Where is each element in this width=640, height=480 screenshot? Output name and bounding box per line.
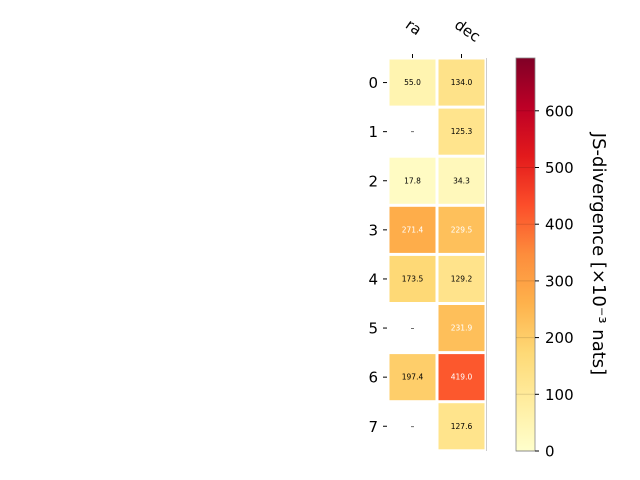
colorbar-ticks: 0 100 200 300 400 500 600 xyxy=(516,102,574,461)
row-labels: 0 1 2 3 4 5 6 7 xyxy=(368,74,387,436)
heatmap-cell xyxy=(438,206,485,253)
cell-value-label: 229.5 xyxy=(451,225,473,234)
heatmap-cell xyxy=(438,255,485,302)
row-label: 0 xyxy=(368,74,378,92)
colorbar xyxy=(515,57,536,452)
cell-value-label: 34.3 xyxy=(453,176,470,185)
cell-value-label: 197.4 xyxy=(402,373,424,382)
cell-value-label: – xyxy=(411,324,415,333)
cell-value-label: – xyxy=(411,422,415,431)
cell-value-label: 231.9 xyxy=(451,324,473,333)
colorbar-tick-label: 400 xyxy=(545,216,574,234)
column-label: dec xyxy=(451,16,483,46)
heatmap-cell xyxy=(389,354,436,401)
colorbar-tick-label: 100 xyxy=(545,386,574,404)
cell-value-label: 127.6 xyxy=(451,422,473,431)
row-label: 4 xyxy=(368,270,378,288)
heatmap-cell xyxy=(389,206,436,253)
colorbar-tick-label: 0 xyxy=(545,443,555,461)
colorbar-tick-label: 600 xyxy=(545,102,574,120)
heatmap-cell xyxy=(389,157,436,204)
heatmap-cell xyxy=(438,305,485,352)
row-label: 6 xyxy=(368,369,378,387)
cell-value-label: 271.4 xyxy=(402,225,424,234)
cell-value-label: – xyxy=(411,127,415,136)
row-label: 1 xyxy=(368,123,378,141)
heatmap-cell xyxy=(438,59,485,106)
colorbar-tick-label: 500 xyxy=(545,159,574,177)
cell-value-label: 129.2 xyxy=(451,274,473,283)
row-label: 3 xyxy=(368,221,378,239)
cell-value-label: 125.3 xyxy=(451,127,473,136)
heatmap-cell xyxy=(438,403,485,450)
colorbar-tick-label: 200 xyxy=(545,329,574,347)
colorbar-tick-label: 300 xyxy=(545,272,574,290)
column-label: ra xyxy=(402,16,425,40)
heatmap-cell xyxy=(389,59,436,106)
row-label: 7 xyxy=(368,418,378,436)
cell-value-label: 134.0 xyxy=(451,78,473,87)
cell-value-label: 173.5 xyxy=(402,274,424,283)
colorbar-label: JS-divergence [×10⁻³ nats] xyxy=(588,132,609,375)
heatmap-cells: 55.0 134.0 – 125.3 17.8 34.3 271.4 229.5 173.5 12… xyxy=(389,59,485,450)
row-label: 5 xyxy=(368,320,378,338)
heatmap-cell xyxy=(438,157,485,204)
heatmap-cell xyxy=(389,255,436,302)
heatmap-cell xyxy=(438,108,485,155)
cell-value-label: 419.0 xyxy=(451,373,473,382)
cell-value-label: 17.8 xyxy=(404,176,421,185)
column-labels: ra dec xyxy=(402,16,484,58)
heatmap-cell xyxy=(438,354,485,401)
cell-value-label: 55.0 xyxy=(404,78,421,87)
row-label: 2 xyxy=(368,172,378,190)
